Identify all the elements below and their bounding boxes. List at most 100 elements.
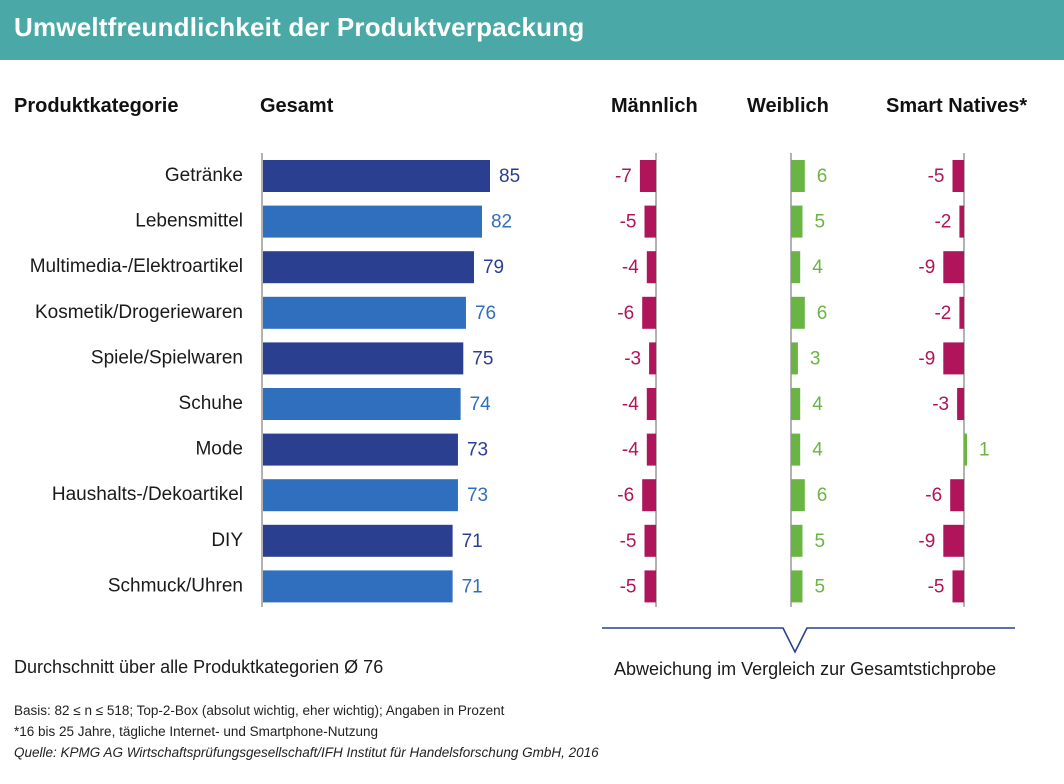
smart-natives-deviation-bar (950, 479, 964, 512)
total-value-label: 82 (491, 212, 512, 233)
total-value-label: 85 (499, 166, 520, 187)
female-deviation-bar (791, 251, 801, 284)
male-deviation-bar (646, 388, 656, 420)
female-deviation-bar (791, 433, 801, 466)
category-label: DIY (211, 530, 243, 551)
female-deviation-bar (791, 570, 803, 603)
male-deviation-bar (644, 524, 656, 557)
header-bar: Umweltfreundlichkeit der Produktverpacku… (0, 0, 1064, 60)
male-deviation-bar (639, 160, 656, 192)
male-deviation-bar (642, 479, 656, 512)
average-label: Durchschnitt über alle Produktkategorien… (14, 657, 384, 677)
smart-natives-deviation-bar (959, 205, 964, 238)
male-deviation-bar (644, 205, 656, 238)
female-deviation-bar (791, 342, 798, 375)
male-deviation-value-label: -6 (617, 303, 634, 324)
male-deviation-value-label: -5 (620, 531, 637, 552)
smart-natives-deviation-value-label: -5 (928, 576, 945, 597)
male-deviation-bar (642, 296, 656, 329)
female-deviation-value-label: 4 (812, 440, 823, 461)
category-label: Spiele/Spielwaren (91, 347, 243, 368)
basis-note: Basis: 82 ≤ n ≤ 518; Top-2-Box (absolut … (14, 703, 505, 718)
total-bar (263, 388, 461, 420)
total-value-label: 75 (472, 348, 493, 369)
column-header-smart-natives: Smart Natives* (886, 95, 1028, 117)
smart-natives-deviation-value-label: -9 (918, 531, 935, 552)
smart-natives-deviation-bar (943, 342, 964, 375)
total-value-label: 73 (467, 440, 488, 461)
total-value-label: 73 (467, 485, 488, 506)
female-deviation-value-label: 4 (812, 257, 823, 278)
total-value-label: 71 (462, 531, 483, 552)
female-deviation-value-label: 5 (815, 212, 826, 233)
smart-natives-deviation-bar (952, 160, 964, 192)
male-deviation-bar (644, 570, 656, 603)
male-deviation-bar (649, 342, 656, 375)
smart-natives-deviation-bar (957, 388, 964, 420)
total-bar (263, 524, 453, 557)
smart-natives-deviation-value-label: -9 (918, 348, 935, 369)
total-bar (263, 160, 490, 192)
male-deviation-bar (646, 251, 656, 284)
smart-natives-deviation-value-label: -2 (934, 303, 951, 324)
category-label: Multimedia-/Elektroartikel (30, 256, 243, 277)
total-bar (263, 479, 458, 512)
category-label: Getränke (165, 165, 243, 186)
female-deviation-bar (791, 296, 805, 329)
category-label: Kosmetik/Drogeriewaren (35, 302, 243, 323)
total-bar (263, 433, 458, 466)
category-label: Schuhe (179, 393, 243, 414)
female-deviation-value-label: 5 (815, 531, 826, 552)
total-value-label: 74 (470, 394, 492, 415)
male-deviation-value-label: -7 (615, 166, 632, 187)
male-deviation-value-label: -6 (617, 485, 634, 506)
deviation-label: Abweichung im Vergleich zur Gesamtstichp… (614, 659, 997, 679)
total-bar (263, 205, 482, 238)
column-header-category: Produktkategorie (14, 95, 179, 117)
total-bar (263, 296, 466, 329)
category-label: Lebensmittel (135, 211, 243, 232)
smart-natives-deviation-bar (952, 570, 964, 603)
female-deviation-value-label: 6 (817, 166, 828, 187)
category-label: Schmuck/Uhren (108, 575, 243, 596)
category-label: Mode (195, 439, 243, 460)
footnote: *16 bis 25 Jahre, tägliche Internet- und… (14, 724, 378, 739)
total-bar (263, 570, 453, 603)
female-deviation-value-label: 5 (815, 576, 826, 597)
deviation-brace (602, 627, 1015, 654)
male-deviation-value-label: -5 (620, 576, 637, 597)
source-note: Quelle: KPMG AG Wirtschaftsprüfungsgesel… (14, 745, 599, 760)
total-value-label: 76 (475, 303, 496, 324)
male-deviation-value-label: -4 (622, 440, 639, 461)
total-value-label: 79 (483, 257, 504, 278)
column-header-total: Gesamt (260, 95, 334, 117)
male-deviation-bar (646, 433, 656, 466)
total-bar (263, 342, 464, 375)
smart-natives-deviation-value-label: -5 (928, 166, 945, 187)
category-label: Haushalts-/Dekoartikel (52, 484, 243, 505)
smart-natives-deviation-bar (959, 296, 964, 329)
female-deviation-bar (791, 388, 801, 420)
smart-natives-deviation-value-label: 1 (979, 440, 990, 461)
female-deviation-bar (791, 160, 805, 192)
smart-natives-deviation-value-label: -9 (918, 257, 935, 278)
female-deviation-bar (791, 479, 805, 512)
female-deviation-value-label: 6 (817, 485, 828, 506)
total-value-label: 71 (462, 576, 483, 597)
smart-natives-deviation-value-label: -3 (932, 394, 949, 415)
male-deviation-value-label: -4 (622, 394, 639, 415)
total-bar (263, 251, 474, 284)
column-header-male: Männlich (611, 95, 698, 117)
female-deviation-value-label: 4 (812, 394, 823, 415)
column-header-female: Weiblich (747, 95, 829, 117)
smart-natives-deviation-bar (964, 433, 967, 466)
smart-natives-deviation-bar (943, 251, 964, 284)
page-title: Umweltfreundlichkeit der Produktverpacku… (14, 12, 585, 42)
female-deviation-bar (791, 205, 803, 238)
smart-natives-deviation-value-label: -2 (934, 212, 951, 233)
male-deviation-value-label: -5 (620, 212, 637, 233)
female-deviation-value-label: 6 (817, 303, 828, 324)
smart-natives-deviation-bar (943, 524, 964, 557)
male-deviation-value-label: -3 (624, 348, 641, 369)
